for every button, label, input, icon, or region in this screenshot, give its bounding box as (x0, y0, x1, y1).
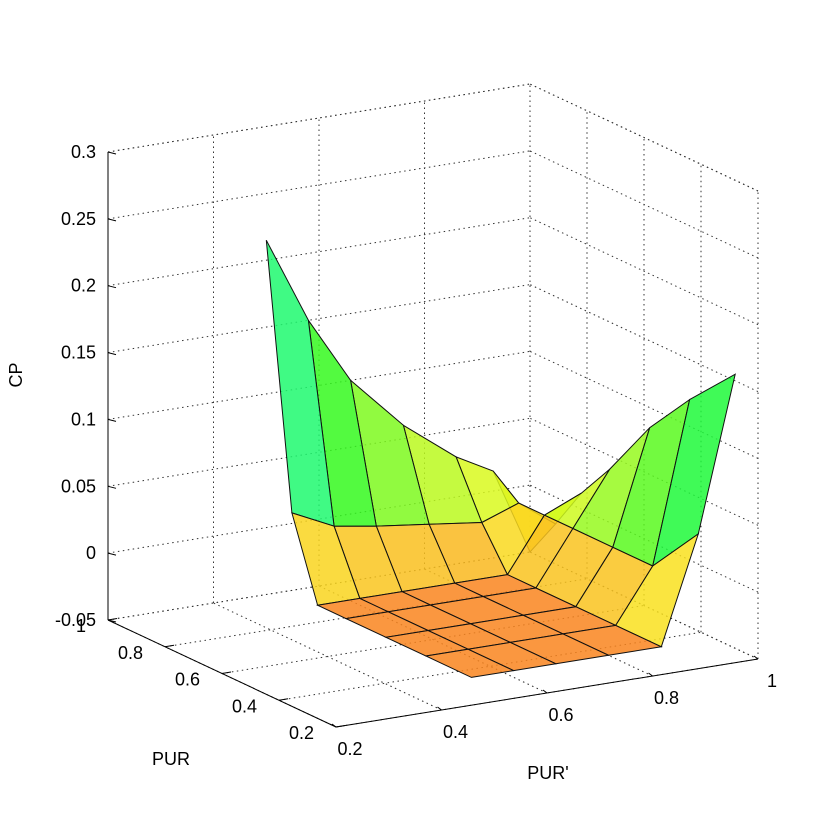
y-tick (278, 698, 289, 701)
grid-line (107, 417, 531, 487)
z-tick-label: 0.1 (71, 409, 96, 429)
z-tick (107, 151, 117, 155)
x-tick (331, 723, 337, 728)
x-tick (648, 672, 653, 677)
grid-line (107, 284, 531, 354)
y-tick-label: 0.6 (175, 670, 200, 690)
x-tick (753, 655, 759, 660)
x-tick-label: 0.6 (548, 705, 573, 725)
x-tick (437, 706, 442, 711)
surface-patch (424, 648, 516, 678)
z-tick-label: 0.15 (61, 343, 96, 363)
x-tick-label: 0.2 (337, 739, 362, 759)
z-tick (107, 418, 117, 422)
y-tick-label: 1 (76, 616, 86, 636)
grid-line (107, 350, 531, 420)
y-tick-label: 0.8 (118, 643, 143, 663)
grid-line (107, 217, 531, 287)
x-tick-label: 1 (767, 671, 777, 691)
grid-line (107, 83, 531, 153)
axes-foreground (107, 151, 759, 728)
y-tick-label: 0.2 (289, 723, 314, 743)
y-axis-title: PUR (152, 749, 190, 769)
x-tick-label: 0.4 (443, 722, 468, 742)
grid-line (213, 602, 442, 711)
z-tick (107, 485, 117, 489)
z-tick-label: 0.3 (71, 142, 96, 162)
z-tick-label: 0.25 (61, 209, 96, 229)
z-axis-title: CP (6, 362, 26, 387)
z-tick-label: 0 (86, 543, 96, 563)
y-tick (221, 671, 232, 674)
grid-line (529, 284, 759, 393)
grid-line (529, 217, 759, 326)
x-axis-title: PUR' (527, 763, 568, 783)
y-tick (335, 725, 346, 728)
grid-line (529, 150, 759, 259)
z-tick-label: -0.05 (55, 610, 96, 630)
x-tick (542, 689, 548, 694)
z-tick (107, 352, 117, 356)
grid-line (529, 83, 759, 192)
x-tick-label: 0.8 (654, 688, 679, 708)
y-tick (164, 644, 175, 648)
z-tick-label: 0.05 (61, 476, 96, 496)
z-tick (107, 285, 117, 289)
z-tick (107, 218, 117, 222)
z-tick (107, 552, 117, 556)
y-tick (107, 618, 118, 621)
grid-line (529, 350, 759, 459)
z-tick (107, 619, 117, 623)
axis-labels: CP PUR PUR' -0.05 0 0.05 0.1 0.15 0.2 0.25 0.3 0… (6, 142, 777, 783)
z-tick-label: 0.2 (71, 276, 96, 296)
y-tick-label: 0.4 (232, 696, 257, 716)
surface-plot (265, 239, 736, 678)
grid-line (107, 150, 531, 220)
